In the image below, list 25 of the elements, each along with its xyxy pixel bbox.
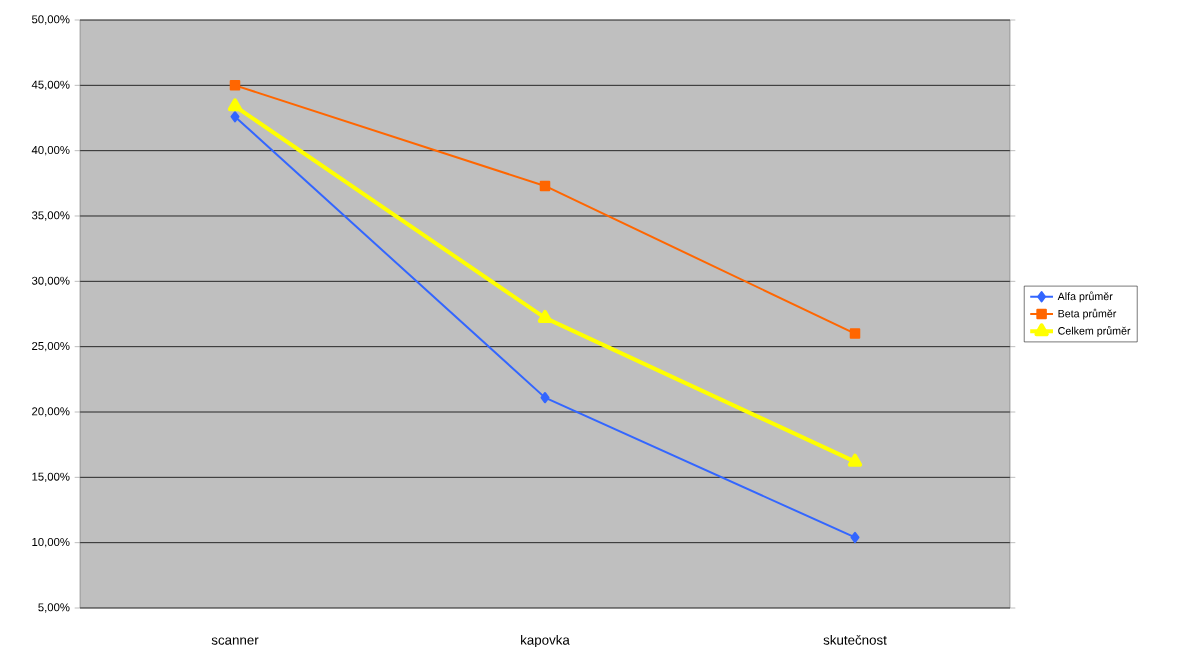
y-tick-label: 35,00% [31, 211, 70, 221]
legend-label: Alfa průměr [1057, 291, 1113, 303]
point [537, 309, 553, 323]
y-tick-label: 45,00% [31, 80, 70, 91]
x-tick-label: kapovka [521, 634, 570, 647]
y-tick-label: 50,00% [31, 15, 70, 25]
y-tick-label: 5,00% [38, 603, 70, 613]
point [849, 328, 861, 339]
legend-label: Beta průměr [1058, 308, 1117, 320]
point [229, 80, 241, 91]
point [847, 453, 863, 467]
point [227, 98, 243, 112]
y-tick-label: 25,00% [32, 341, 70, 352]
point [539, 180, 551, 192]
y-tick-label: 15,00% [32, 472, 70, 483]
x-tick-label: skutečnost [823, 634, 887, 645]
x-tick-label: scanner [211, 637, 259, 645]
y-tick-label: 20,00% [32, 407, 70, 417]
y-tick-label: 40,00% [31, 145, 70, 156]
point [540, 391, 550, 404]
y-tick-label: 10,00% [32, 537, 70, 548]
legend-label: Celkem průměr [1058, 325, 1131, 337]
point [230, 111, 240, 123]
point [850, 531, 860, 544]
y-tick-label: 30,00% [31, 276, 70, 287]
